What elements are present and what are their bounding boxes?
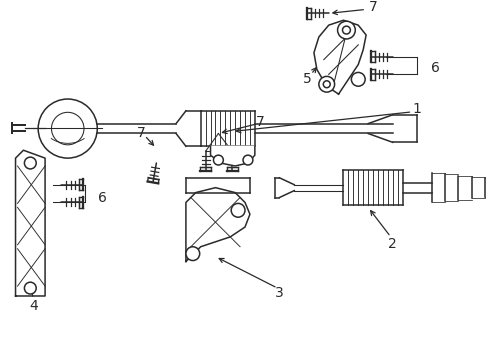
Text: 7: 7 — [137, 126, 146, 140]
Circle shape — [231, 203, 245, 217]
Circle shape — [214, 155, 223, 165]
Text: 6: 6 — [98, 190, 107, 204]
Circle shape — [351, 72, 365, 86]
Text: 7: 7 — [368, 0, 377, 14]
Text: 5: 5 — [303, 72, 312, 86]
Text: 2: 2 — [389, 237, 397, 251]
Text: 7: 7 — [255, 115, 264, 129]
Polygon shape — [186, 188, 250, 261]
Text: 6: 6 — [431, 62, 440, 76]
Text: 1: 1 — [413, 102, 422, 116]
Circle shape — [343, 26, 350, 34]
Text: 4: 4 — [29, 299, 38, 313]
Circle shape — [338, 21, 355, 39]
Polygon shape — [314, 20, 366, 94]
Circle shape — [243, 155, 253, 165]
Circle shape — [186, 247, 200, 261]
Circle shape — [323, 81, 330, 88]
Polygon shape — [211, 146, 255, 166]
Circle shape — [24, 157, 36, 169]
Polygon shape — [16, 150, 45, 296]
Text: 3: 3 — [275, 286, 284, 300]
Circle shape — [319, 76, 335, 92]
Circle shape — [24, 282, 36, 294]
